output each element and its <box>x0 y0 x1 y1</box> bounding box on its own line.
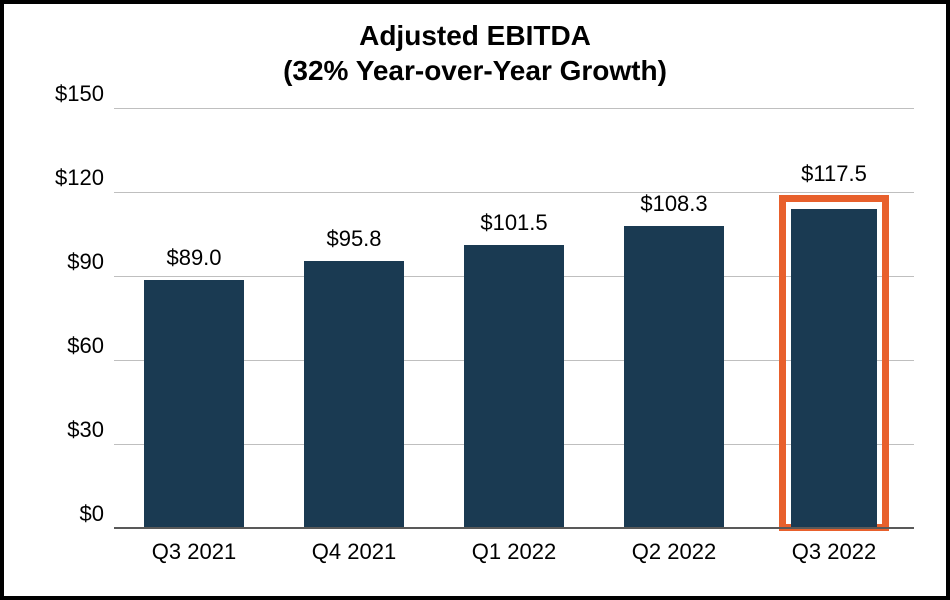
x-tick-label: Q3 2022 <box>792 539 876 565</box>
bar-fill <box>304 261 404 529</box>
bar-value-label: $108.3 <box>640 191 707 217</box>
x-axis-line <box>114 527 914 529</box>
chart-title: Adjusted EBITDA (32% Year-over-Year Grow… <box>4 18 946 88</box>
y-tick-label: $60 <box>14 333 104 359</box>
bar <box>791 209 877 529</box>
plot-region: $89.0 $95.8 $101.5 $108.3 $117.5 <box>114 109 914 529</box>
bar-value-label: $117.5 <box>801 161 867 187</box>
x-tick-label: Q2 2022 <box>632 539 716 565</box>
bar-fill <box>624 226 724 529</box>
bar-value-label: $89.0 <box>166 245 221 271</box>
bar <box>144 280 244 529</box>
bar-fill <box>464 245 564 529</box>
gridline <box>114 108 914 109</box>
bar <box>304 261 404 529</box>
bar <box>624 226 724 529</box>
y-tick-label: $150 <box>14 81 104 107</box>
x-tick-label: Q4 2021 <box>312 539 396 565</box>
bar-fill <box>791 209 877 529</box>
gridline <box>114 192 914 193</box>
x-tick-label: Q1 2022 <box>472 539 556 565</box>
x-tick-label: Q3 2021 <box>152 539 236 565</box>
y-tick-label: $90 <box>14 249 104 275</box>
bar-value-label: $101.5 <box>480 210 547 236</box>
bar-fill <box>144 280 244 529</box>
y-tick-label: $120 <box>14 165 104 191</box>
chart-area: $0 $30 $60 $90 $120 $150 <box>114 109 914 529</box>
chart-title-line2: (32% Year-over-Year Growth) <box>4 53 946 88</box>
bar <box>464 245 564 529</box>
y-tick-label: $0 <box>14 501 104 527</box>
chart-frame: Adjusted EBITDA (32% Year-over-Year Grow… <box>0 0 950 600</box>
y-tick-label: $30 <box>14 417 104 443</box>
chart-title-line1: Adjusted EBITDA <box>4 18 946 53</box>
bar-value-label: $95.8 <box>326 226 381 252</box>
